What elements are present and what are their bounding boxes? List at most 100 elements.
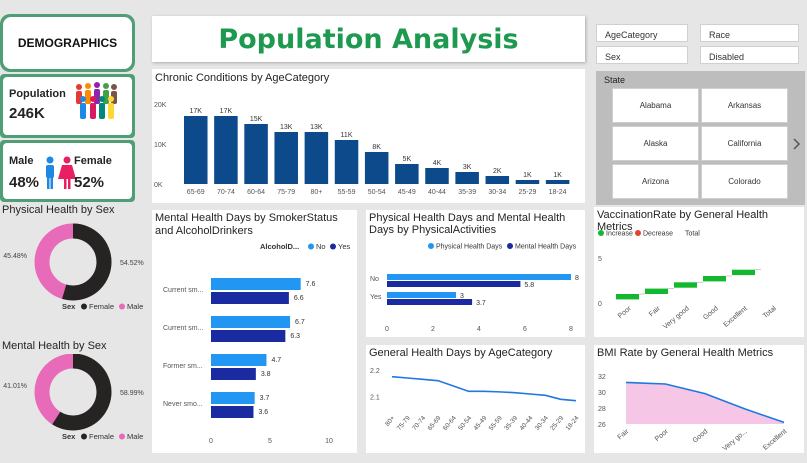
bar: [211, 292, 289, 304]
waterfall-bar: [732, 269, 755, 276]
legend-label-female: Female: [89, 302, 114, 311]
y-tick-label: 5: [598, 256, 602, 263]
waterfall-bar: [616, 294, 639, 300]
physical-health-sex-title: Physical Health by Sex: [2, 204, 115, 216]
bar: [364, 152, 389, 184]
legend-label-total: Total: [685, 231, 700, 238]
state-slicer-title: State: [604, 75, 626, 85]
waterfall-bar: [674, 282, 697, 288]
legend-label-male: Male: [127, 302, 143, 311]
x-tick-label: Total: [762, 305, 778, 320]
donut-slice-female: [34, 223, 112, 301]
slicer-age-category[interactable]: AgeCategory: [596, 24, 688, 42]
x-tick-label: 60-64: [247, 189, 265, 196]
physical-health-sex-chart: 54.52% 45.48% Sex Female Male: [3, 223, 144, 311]
slicer-race[interactable]: Race: [700, 24, 799, 42]
legend-label-mental: Mental Health Days: [515, 244, 577, 251]
x-tick-label: 18-24: [564, 414, 580, 432]
y-tick-label: 0K: [154, 182, 163, 189]
bar: [334, 140, 359, 184]
y-tick-label: Yes: [370, 294, 382, 301]
demographics-card: DEMOGRAPHICS: [3, 17, 132, 69]
bar: [304, 132, 329, 184]
x-tick-label: 75-79: [396, 414, 412, 432]
series-line: [391, 375, 577, 402]
bar-value-label: 7.6: [306, 281, 316, 288]
x-tick-label: 0: [385, 326, 389, 333]
physical-activities-title: Physical Health Days and Mental Health D…: [369, 212, 566, 236]
demographics-label: DEMOGRAPHICS: [17, 36, 118, 50]
slicer-sex[interactable]: Sex: [596, 46, 688, 64]
sex-kpi-card: Male 48% Female 52%: [3, 143, 132, 199]
x-tick-label: 80+: [310, 189, 322, 196]
chronic-conditions-card: Chronic Conditions by AgeCategory 0K 10K 2…: [152, 69, 585, 203]
bar: [274, 132, 298, 184]
bar: [211, 406, 254, 418]
chronic-conditions-chart: 0K 10K 20K 17K 65-69 17K 70-74 15K 60-64 13K 75-79…: [154, 102, 570, 196]
legend-label-female: Female: [89, 432, 114, 441]
legend-marker-increase: [598, 230, 604, 236]
population-label: Population: [9, 88, 66, 100]
bar-value-label: 3.7: [476, 300, 486, 307]
x-tick-label: Very go...: [722, 428, 749, 452]
x-tick-label: 35-39: [503, 414, 519, 432]
x-tick-label: 60-64: [442, 414, 458, 432]
female-value: 52%: [74, 174, 105, 191]
bar-value-label: 4.7: [271, 357, 281, 364]
state-arizona[interactable]: Arizona: [612, 164, 699, 199]
bar-value-label: 11K: [341, 132, 353, 139]
bar: [387, 299, 473, 305]
waterfall-bar: [645, 288, 668, 294]
legend-label-yes: Yes: [338, 242, 350, 251]
legend-marker-yes: [330, 243, 336, 250]
state-alaska[interactable]: Alaska: [612, 126, 699, 161]
bmi-title: BMI Rate by General Health Metrics: [597, 347, 774, 359]
x-tick-label: 70-74: [217, 189, 235, 196]
legend-marker-mental: [507, 243, 513, 249]
x-tick-label: 75-79: [277, 189, 295, 196]
x-tick-label: 70-74: [411, 414, 427, 432]
waterfall-bar: [703, 276, 726, 282]
x-tick-label: 80+: [384, 415, 397, 428]
x-tick-label: 8: [569, 326, 573, 333]
bar-value-label: 2K: [493, 168, 502, 175]
mental-health-sex-chart: 58.99% 41.01% Sex Female Male: [3, 354, 144, 441]
population-value: 246K: [9, 105, 45, 122]
slice-label-male: 41.01%: [3, 383, 27, 390]
x-tick-label: 25-29: [549, 414, 565, 432]
state-colorado[interactable]: Colorado: [701, 164, 788, 199]
series-area: [626, 382, 784, 424]
bar-value-label: 3K: [463, 164, 472, 171]
x-tick-label: 50-54: [457, 414, 473, 432]
slice-label-female: 54.52%: [120, 260, 144, 267]
x-tick-label: Excellent: [723, 305, 749, 329]
y-tick-label: 28: [598, 406, 606, 413]
x-tick-label: 55-59: [338, 189, 356, 196]
state-alabama[interactable]: Alabama: [612, 88, 699, 123]
x-tick-label: Poor: [654, 428, 670, 443]
state-arkansas[interactable]: Arkansas: [701, 88, 788, 123]
bar-value-label: 1K: [553, 172, 562, 179]
vaccination-chart: Increase Decrease Total 0 5 Poor Fair Very good…: [598, 230, 778, 331]
y-tick-label: 10K: [154, 142, 167, 149]
chevron-right-icon[interactable]: [792, 137, 802, 151]
smoker-alcohol-title: Mental Health Days by SmokerStatus and A…: [155, 212, 338, 237]
smoker-alcohol-card: Mental Health Days by SmokerStatus and A…: [152, 210, 357, 453]
bar: [425, 168, 449, 184]
x-tick-label: 25-29: [518, 189, 536, 196]
y-tick-label: Current sm...: [163, 325, 204, 332]
bar-value-label: 1K: [523, 172, 532, 179]
x-tick-label: 55-59: [488, 414, 504, 432]
y-tick-label: 2.2: [370, 368, 380, 375]
slicer-disabled[interactable]: Disabled: [700, 46, 799, 64]
y-tick-label: Current sm...: [163, 287, 204, 294]
x-tick-label: 45-49: [398, 189, 416, 196]
x-tick-label: Good: [702, 305, 720, 321]
x-tick-label: Very good: [662, 305, 691, 331]
bmi-chart: 26 28 30 32 Fair Poor Good Very go... Excellent: [598, 374, 788, 453]
x-tick-label: 0: [209, 438, 213, 445]
x-tick-label: 30-34: [488, 189, 506, 196]
bar-value-label: 3: [460, 293, 464, 300]
state-california[interactable]: California: [701, 126, 788, 161]
header-card: Population Analysis: [152, 16, 585, 62]
